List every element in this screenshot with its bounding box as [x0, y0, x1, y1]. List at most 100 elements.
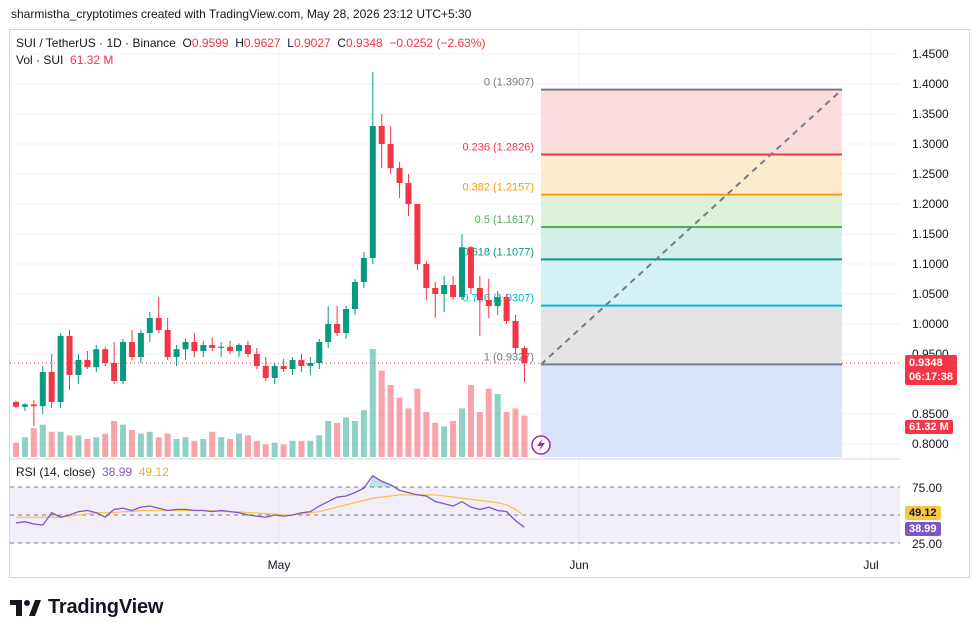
rsi-band [10, 487, 900, 543]
volume-bar [48, 431, 55, 457]
candle-body [503, 297, 510, 321]
candle-body [120, 342, 127, 381]
volume-bar [387, 385, 394, 457]
volume-bar [173, 439, 180, 457]
fib-zone [541, 226, 842, 260]
candle-body [369, 126, 376, 258]
volume-bar [75, 435, 82, 457]
candle-body [111, 363, 118, 381]
open-value: 0.9599 [191, 36, 229, 50]
volume-bar [476, 412, 483, 457]
candle-body [307, 363, 314, 366]
volume-bar [253, 440, 260, 457]
candle-body [298, 360, 305, 366]
volume-bar [128, 430, 135, 457]
open-label: O [182, 36, 192, 50]
candle-body [494, 297, 501, 306]
fib-extension-zone [541, 364, 842, 457]
volume-bar [351, 421, 358, 457]
candle-body [253, 354, 260, 366]
candle-body [66, 336, 73, 375]
candle-body [459, 247, 465, 297]
volume-bar [271, 442, 278, 457]
rsi-legend: RSI (14, close) 38.99 49.12 [16, 465, 169, 479]
volume-bar [30, 428, 37, 457]
candle-body [262, 366, 269, 378]
volume-bar [441, 426, 448, 457]
candle-body [48, 372, 55, 402]
candle-body [280, 366, 287, 369]
volume-bar [360, 410, 367, 457]
rsi-value: 38.99 [102, 465, 133, 479]
price-tick-label: 1.2500 [912, 167, 949, 181]
volume-tag: 61.32 M [905, 420, 953, 434]
rsi-ma-value: 49.12 [138, 465, 169, 479]
volume-bar [146, 431, 153, 457]
volume-bar [39, 424, 46, 457]
fib-level-label: 0.382 (1.2157) [462, 182, 534, 194]
candle-body [236, 345, 242, 351]
candle-body [378, 126, 385, 144]
volume-bar [325, 421, 332, 457]
candle-body [164, 330, 171, 357]
candle-body [93, 349, 100, 368]
candlesticks [13, 72, 551, 455]
candle-body [387, 144, 394, 168]
rsi-pane: 75.00 25.00 [10, 458, 942, 551]
volume-bar [244, 435, 251, 457]
volume-bar [298, 440, 305, 457]
candle-body [128, 342, 135, 357]
candle-body [182, 342, 189, 350]
volume-bar [84, 439, 91, 457]
volume-bar [93, 437, 100, 457]
close-label: C [337, 36, 347, 50]
candle-body [244, 345, 251, 354]
rsi-label: RSI (14, close) [16, 465, 96, 479]
candle-body [218, 346, 225, 348]
candle-body [173, 349, 180, 357]
volume-bar [137, 433, 144, 457]
volume-bars [13, 349, 528, 457]
volume-bar [191, 440, 198, 457]
candle-body [155, 318, 162, 330]
volume-bar [432, 422, 439, 457]
volume-bar [280, 444, 287, 457]
candle-body [325, 324, 332, 342]
candle-body [102, 349, 109, 363]
fib-zone [541, 89, 842, 155]
candle-body [423, 264, 430, 288]
candle-body [396, 168, 403, 183]
close-value: 0.9348 [346, 36, 383, 50]
last-price: 0.9348 [909, 357, 943, 369]
rsi-tick-label: 75.00 [912, 481, 942, 495]
volume-bar [200, 439, 207, 457]
volume-label: Vol · SUI [16, 53, 64, 67]
low-label: L [287, 36, 294, 50]
candle-body [21, 404, 28, 407]
volume-bar [459, 408, 465, 457]
fib-zone [541, 259, 842, 306]
volume-bar [111, 421, 118, 457]
volume-bar [343, 417, 350, 457]
price-tick-label: 1.0000 [912, 317, 949, 331]
rsi-tick-label: 25.00 [912, 537, 942, 551]
symbol-info: SUI / TetherUS · 1D · Binance [16, 36, 176, 50]
volume-bar [423, 412, 430, 457]
volume-value: 61.32 M [70, 53, 114, 67]
candle-body [343, 309, 350, 333]
candle-body [57, 336, 64, 402]
tradingview-brand[interactable]: TradingView [10, 596, 163, 619]
candle-body [441, 285, 448, 294]
time-tick-label: May [268, 558, 291, 572]
candle-body [351, 282, 358, 309]
candle-body [485, 300, 492, 306]
volume-bar [467, 385, 474, 457]
fib-level-label: 0.5 (1.1617) [475, 214, 534, 226]
volume-bar [503, 412, 510, 457]
high-value: 0.9627 [243, 36, 281, 50]
price-tick-label: 0.8500 [912, 407, 949, 421]
volume-bar [13, 442, 19, 457]
volume-bar [334, 422, 341, 457]
candle-body [405, 183, 412, 204]
